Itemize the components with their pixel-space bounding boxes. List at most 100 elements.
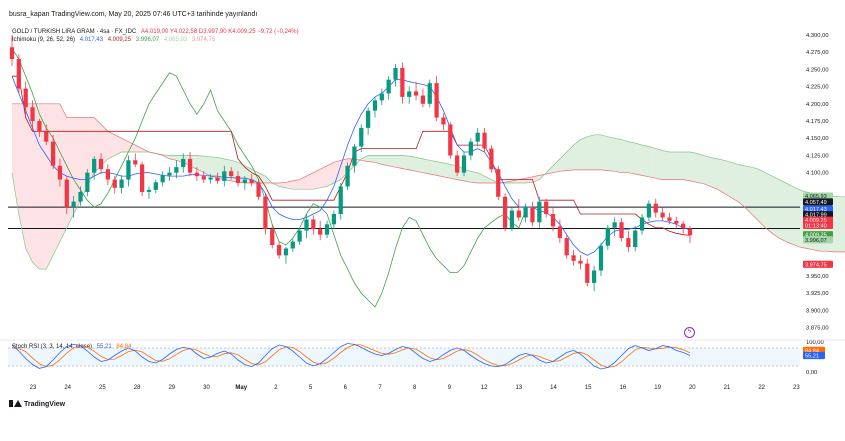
ichimoku-cloud-segment	[73, 117, 81, 214]
ichimoku-cloud-segment	[628, 141, 636, 175]
candle-body	[379, 93, 384, 101]
candle-body	[98, 158, 104, 170]
candle-body	[420, 95, 426, 104]
candle-body	[386, 79, 391, 94]
stoch-rsi-legend[interactable]: Stoch RSI (3, 3, 14, 14, close) 55,21 84…	[12, 344, 131, 350]
ichimoku-legend[interactable]: Ichimoku (9, 26, 52, 26) 4.017,43 4.009,…	[12, 37, 215, 43]
x-tick-label: 21	[724, 385, 731, 391]
candle-body	[37, 121, 42, 132]
ichimoku-cloud-segment	[737, 164, 745, 208]
candle-body	[270, 229, 275, 245]
rsi-y-tick-label: 100,00	[806, 340, 824, 346]
ichimoku-cloud-segment	[724, 160, 732, 198]
price-label-tag	[803, 260, 833, 268]
candle-body	[564, 238, 569, 256]
candle-body	[598, 245, 604, 271]
symbol-name[interactable]: GOLD / TURKISH LIRA GRAM · 4sa · FX_IDC	[12, 29, 137, 35]
x-tick-label: 28	[134, 385, 141, 391]
ichimoku-cloud-segment	[443, 163, 451, 179]
y-tick-label: 4.225,00	[806, 85, 829, 91]
publish-header: busra_kapan TradingView.com, May 20, 202…	[9, 11, 258, 18]
senkou-span-b-line	[12, 103, 845, 253]
candle-body	[557, 226, 563, 239]
candle-body	[133, 160, 138, 165]
candle-body	[667, 217, 672, 221]
candle-body	[126, 160, 131, 180]
symbol-legend: GOLD / TURKISH LIRA GRAM · 4sa · FX_IDC …	[12, 29, 299, 35]
ichimoku-cloud-segment	[532, 175, 540, 183]
candle-body	[235, 176, 241, 183]
ichimoku-cloud-segment	[717, 158, 725, 194]
y-tick-label: 4.175,00	[806, 119, 829, 125]
ichimoku-cloud-segment	[587, 134, 595, 170]
rsi-band	[8, 348, 800, 366]
candle-body	[167, 172, 172, 176]
y-tick-label: 4.150,00	[806, 136, 829, 142]
ichimoku-cloud-segment	[607, 136, 615, 172]
ichimoku-cloud-segment	[258, 172, 266, 183]
y-tick-label: 3.900,00	[806, 308, 829, 314]
ichimoku-value: 4.017,43	[79, 37, 104, 43]
ichimoku-cloud-segment	[635, 143, 643, 176]
ichimoku-cloud-segment	[436, 161, 444, 177]
stoch-rsi-k-line	[11, 343, 691, 370]
y-tick-label: 3.925,00	[806, 291, 829, 297]
candle-body	[187, 158, 193, 173]
candle-body	[50, 141, 56, 166]
ichimoku-cloud-segment	[402, 155, 410, 170]
ichimoku-cloud-segment	[696, 153, 704, 184]
rsi-y-tick-label: 0,00	[806, 370, 817, 376]
candle-body	[249, 179, 254, 183]
kijun-sen-line	[12, 75, 691, 236]
ichimoku-cloud-segment	[285, 180, 293, 190]
candle-body	[687, 228, 693, 236]
ichimoku-cloud-segment	[395, 155, 403, 169]
x-tick-label: 7	[378, 385, 382, 391]
price-label-text: 4.065,93	[805, 194, 827, 200]
candle-body	[229, 171, 234, 177]
stoch-rsi-value: 55,21	[96, 344, 112, 350]
candle-body	[619, 222, 624, 239]
candle-body	[626, 238, 631, 248]
candle-body	[194, 172, 200, 177]
ichimoku-cloud-segment	[566, 145, 574, 171]
candle-body	[44, 131, 49, 142]
candle-body	[605, 227, 610, 246]
candle-body	[571, 255, 576, 261]
lightning-icon[interactable]: ϟ	[684, 327, 695, 338]
y-tick-label: 4.200,00	[806, 102, 829, 108]
tenkan-sen-line	[11, 76, 691, 256]
candle-body	[345, 165, 350, 187]
ichimoku-cloud-segment	[655, 148, 663, 180]
ichimoku-cloud-segment	[840, 196, 845, 252]
ichimoku-cloud-segment	[580, 136, 588, 170]
tradingview-logo[interactable]: TradingView	[9, 400, 65, 408]
price-label-tag	[803, 221, 833, 229]
candle-body	[9, 47, 15, 59]
x-tick-label: 30	[203, 385, 210, 391]
candle-body	[16, 59, 21, 89]
candle-body	[544, 201, 549, 214]
ichimoku-cloud-segment	[642, 145, 649, 177]
tradingview-logo-mark	[9, 400, 22, 407]
ichimoku-cloud-segment	[32, 103, 40, 270]
price-label-text: 3.996,07	[805, 238, 827, 244]
candle-body	[92, 158, 97, 173]
candle-body	[276, 245, 282, 256]
candle-body	[338, 186, 343, 214]
candle-body	[242, 179, 247, 183]
ichimoku-cloud-segment	[470, 171, 478, 183]
y-tick-label: 4.275,00	[806, 50, 829, 56]
x-tick-label: 20	[689, 385, 696, 391]
candle-body	[502, 196, 508, 228]
x-tick-label: 9	[448, 385, 452, 391]
ichimoku-cloud-segment	[203, 156, 211, 177]
ichimoku-cloud-segment	[600, 134, 608, 171]
candle-body	[427, 83, 432, 104]
x-tick-label: 24	[64, 385, 71, 391]
ichimoku-cloud-segment	[39, 103, 47, 270]
candle-body	[283, 248, 289, 256]
candle-body	[105, 169, 111, 180]
x-tick-label: 19	[654, 385, 661, 391]
